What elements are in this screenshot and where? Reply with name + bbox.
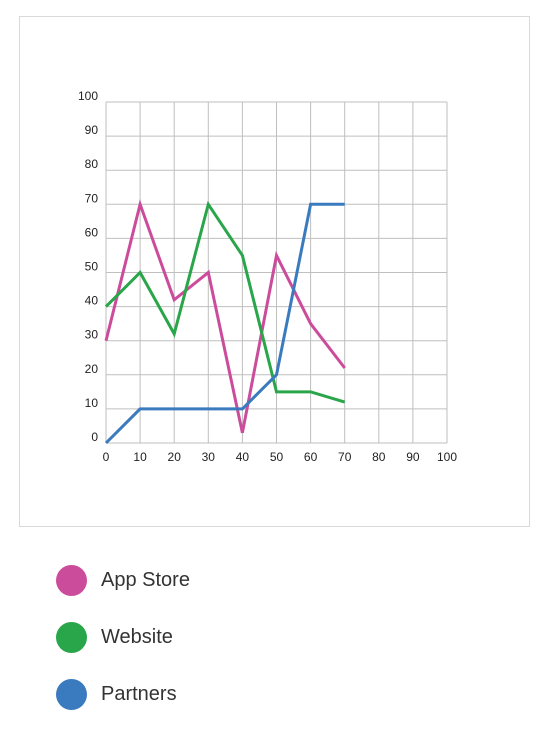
y-tick-label-0: 0 <box>91 430 98 444</box>
legend-item-partners[interactable]: Partners <box>56 674 190 714</box>
y-tick-label-50: 50 <box>85 260 99 274</box>
y-tick-label-30: 30 <box>85 328 99 342</box>
x-tick-label-90: 90 <box>406 450 420 464</box>
x-tick-label-0: 0 <box>103 450 110 464</box>
line-chart: 0 10 20 30 40 50 60 70 80 90 100 0 10 20 30 40 50 60 70 80 9… <box>78 89 457 464</box>
legend-label-app-store: App Store <box>101 568 190 591</box>
y-tick-label-40: 40 <box>85 294 99 308</box>
series-line-partners <box>104 202 345 445</box>
y-tick-label-10: 10 <box>85 396 99 410</box>
x-tick-label-70: 70 <box>338 450 352 464</box>
series-line-website <box>104 200 346 404</box>
x-tick-label-60: 60 <box>304 450 318 464</box>
legend-swatch-app-store <box>56 564 87 596</box>
x-tick-label-50: 50 <box>270 450 284 464</box>
y-tick-label-70: 70 <box>85 191 99 205</box>
legend-item-app-store[interactable]: App Store <box>56 560 190 600</box>
x-tick-label-40: 40 <box>236 450 250 464</box>
y-tick-label-60: 60 <box>85 225 99 239</box>
x-tick-label-30: 30 <box>202 450 216 464</box>
y-tick-label-100: 100 <box>78 89 98 103</box>
chart-container: 0 10 20 30 40 50 60 70 80 90 100 0 10 20 30 40 50 60 70 80 9… <box>19 16 530 527</box>
legend-label-partners: Partners <box>101 682 177 705</box>
x-tick-label-100: 100 <box>437 450 457 464</box>
legend-label-website: Website <box>101 625 173 648</box>
series-line-app-store <box>104 199 346 434</box>
y-tick-label-90: 90 <box>85 123 99 137</box>
legend-swatch-website <box>56 621 87 653</box>
y-tick-label-20: 20 <box>85 362 99 376</box>
legend-swatch-partners <box>56 678 87 710</box>
y-tick-label-80: 80 <box>85 157 99 171</box>
legend: App Store Website Partners <box>56 560 190 731</box>
x-tick-label-20: 20 <box>168 450 182 464</box>
legend-item-website[interactable]: Website <box>56 617 190 657</box>
x-tick-label-10: 10 <box>133 450 147 464</box>
x-tick-label-80: 80 <box>372 450 386 464</box>
